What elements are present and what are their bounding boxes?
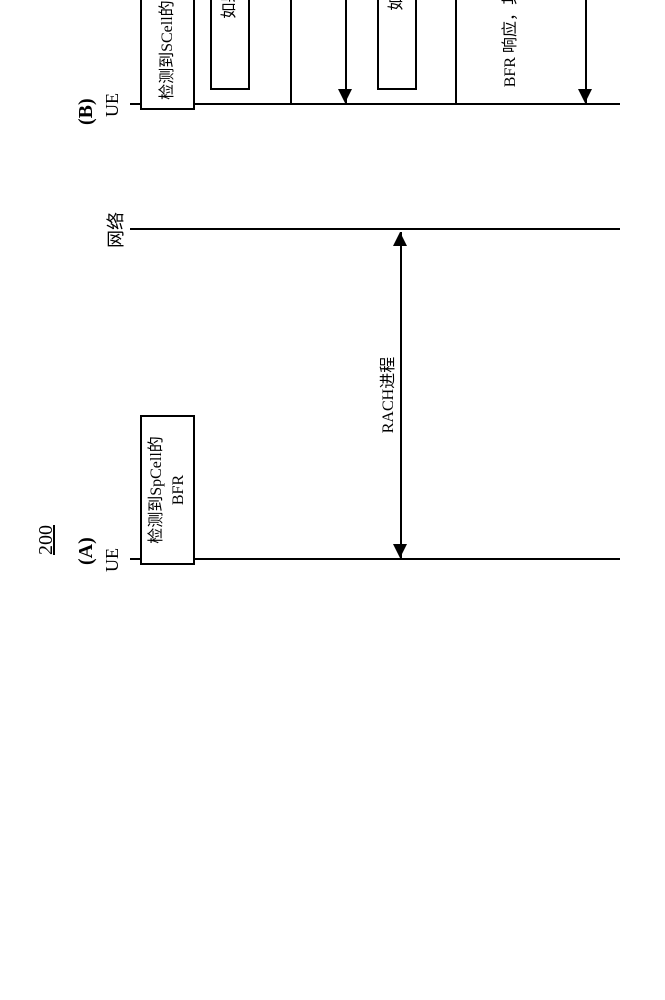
- b-ulgrant-arrow-head: [338, 89, 352, 103]
- a-rach-arrow-head-l: [393, 544, 407, 558]
- b-bfrr-arrow-head: [578, 89, 592, 103]
- panel-b: UE 网络 检测到SCell的BFR 如果UL资源（许可）不可用 为BFR发送S…: [130, 0, 620, 105]
- figure-number: 200: [35, 525, 58, 555]
- b-if-avail-box: 如果UL资源（许可）可用: [377, 0, 417, 90]
- b-detect-text: 检测到SCell的BFR: [157, 0, 179, 100]
- b-sr-label: 为BFR发送SR，PUCCH: [268, 0, 290, 105]
- panel-a-label: (A): [75, 537, 98, 565]
- panel-a: UE 网络 检测到SpCell的BFR RACH进程: [130, 230, 620, 560]
- a-detect-box: 检测到SpCell的BFR: [140, 415, 195, 565]
- b-sr-arrow-line: [290, 0, 292, 103]
- b-if-avail-text: 如果UL资源（许可）可用: [386, 0, 408, 11]
- a-ue-lifeline: [130, 558, 620, 560]
- b-if-unavail-box: 如果UL资源（许可）不可用: [210, 0, 250, 90]
- b-bfrr-label: BFR 响应，其中BFRR在用于新的发送的HARQ流程中携带UL许可: [500, 0, 543, 90]
- a-rach-label: RACH进程: [378, 230, 400, 560]
- a-net-label: 网络: [102, 212, 128, 248]
- a-net-lifeline: [130, 228, 620, 230]
- rotated-page: 200 (A) (B) UE 网络 检测到SpCell的BFR RACH进程 U…: [0, 0, 665, 665]
- a-rach-arrow-head-r: [393, 232, 407, 246]
- b-if-unavail-text: 如果UL资源（许可）不可用: [219, 0, 241, 19]
- b-ue-lifeline: [130, 103, 620, 105]
- a-rach-arrow-line: [400, 232, 402, 558]
- b-ulgrant-arrow-line: [345, 0, 347, 103]
- b-ue-label: UE: [102, 93, 123, 117]
- b-bfrr-arrow-line: [585, 0, 587, 103]
- a-detect-text: 检测到SpCell的BFR: [146, 423, 189, 557]
- b-macce-label: BFR MAC CE: [433, 0, 455, 105]
- panel-b-label: (B): [75, 98, 98, 125]
- a-ue-label: UE: [102, 548, 123, 572]
- b-detect-box: 检测到SCell的BFR: [140, 0, 195, 110]
- b-macce-arrow-line: [455, 0, 457, 103]
